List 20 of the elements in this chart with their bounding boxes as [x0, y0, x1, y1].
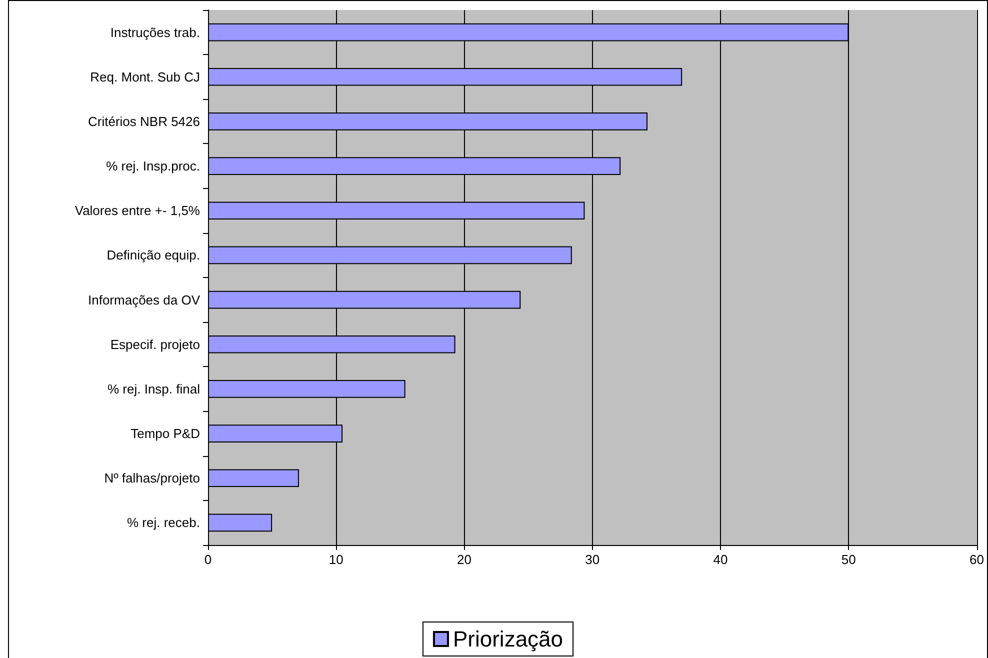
y-tick-label: Instruções trab.	[110, 24, 200, 40]
y-tick-label: % rej. Insp.proc.	[106, 158, 200, 174]
x-tick-label: 30	[585, 552, 600, 567]
y-tick-label: Req. Mont. Sub CJ	[90, 69, 200, 84]
legend-label: Priorização	[452, 626, 564, 652]
y-tick-label: Critérios NBR 5426	[88, 114, 200, 129]
y-tick-label: Especif. projeto	[110, 336, 200, 352]
y-tick-label: Informações da OV	[88, 292, 200, 308]
x-tick-label: 20	[457, 552, 472, 567]
y-tick-label: Tempo P&D	[130, 426, 200, 442]
x-tick-label: 40	[713, 552, 728, 567]
x-tick-label: 60	[970, 552, 984, 567]
y-tick-label: Definição equip.	[106, 248, 200, 263]
x-tick-label: 50	[841, 552, 856, 567]
y-tick-label: % rej. receb.	[127, 515, 200, 530]
x-tick-label: 0	[204, 552, 212, 567]
x-tick-label: 10	[328, 552, 344, 567]
y-tick-label: Valores entre +- 1,5%	[74, 203, 200, 218]
y-tick-label: % rej. Insp. final	[108, 381, 200, 396]
y-tick-label: Nº falhas/projeto	[104, 470, 200, 486]
